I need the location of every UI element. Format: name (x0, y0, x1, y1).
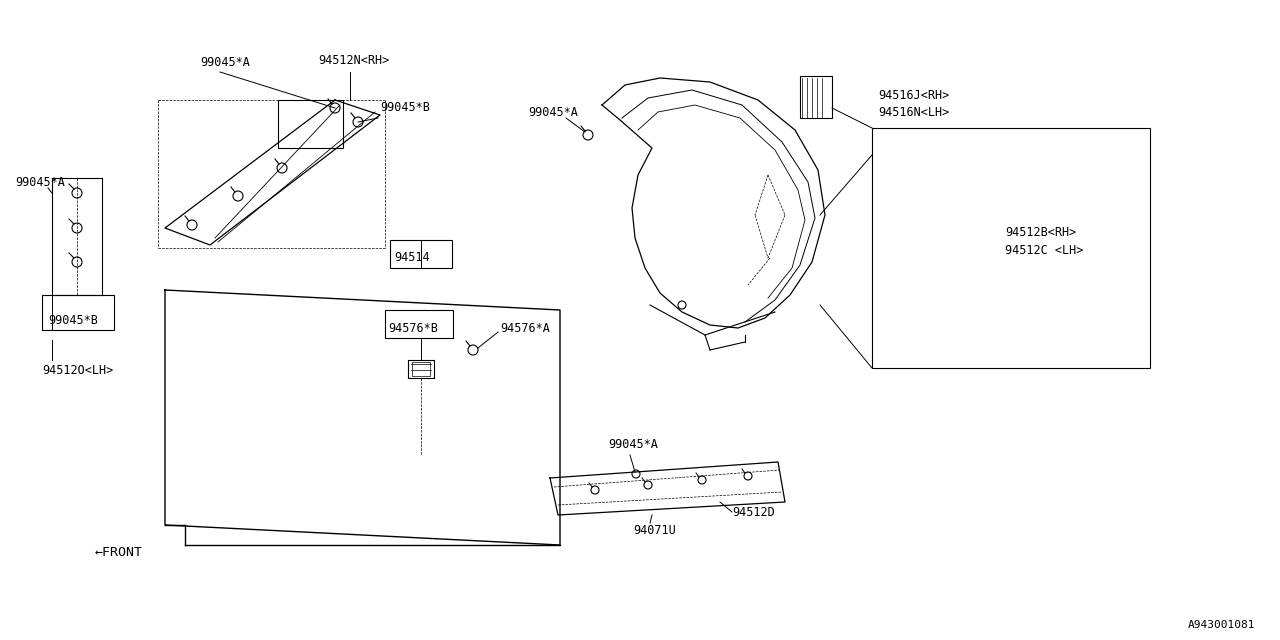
Text: 99045*A: 99045*A (529, 106, 577, 118)
Text: 94071U: 94071U (634, 524, 676, 536)
Text: 94576*A: 94576*A (500, 321, 550, 335)
Text: 94516N<LH>: 94516N<LH> (878, 106, 950, 118)
Text: 94516J<RH>: 94516J<RH> (878, 88, 950, 102)
Bar (278, 100, 343, 148)
Text: 94512O<LH>: 94512O<LH> (42, 364, 113, 376)
Bar (42, 295, 114, 330)
Text: 99045*A: 99045*A (15, 175, 65, 189)
Bar (412, 362, 430, 376)
Text: ←FRONT: ←FRONT (95, 545, 143, 559)
Text: 94512D: 94512D (732, 506, 774, 518)
Bar (800, 76, 832, 118)
Text: A943001081: A943001081 (1188, 620, 1254, 630)
Bar (390, 240, 452, 268)
Text: 99045*B: 99045*B (49, 314, 97, 326)
Text: 99045*A: 99045*A (200, 56, 250, 68)
Text: 94514: 94514 (394, 250, 430, 264)
Text: 99045*A: 99045*A (608, 438, 658, 451)
Text: 99045*B: 99045*B (380, 100, 430, 113)
Text: 94576*B: 94576*B (388, 321, 438, 335)
Text: 94512B<RH>: 94512B<RH> (1005, 225, 1076, 239)
Bar (872, 128, 1149, 368)
Text: 94512C <LH>: 94512C <LH> (1005, 243, 1083, 257)
Text: 94512N<RH>: 94512N<RH> (317, 54, 389, 67)
Bar (385, 310, 453, 338)
